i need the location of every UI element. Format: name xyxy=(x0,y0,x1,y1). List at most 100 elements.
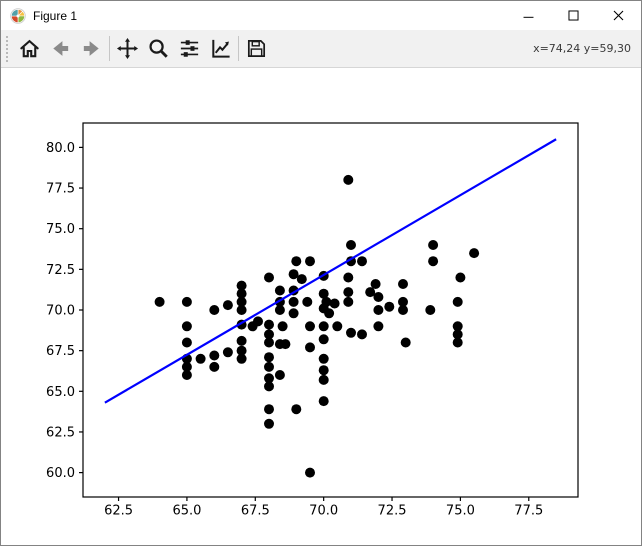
save-button[interactable] xyxy=(242,34,271,64)
scatter-point xyxy=(209,361,220,372)
forward-button[interactable] xyxy=(77,34,106,64)
edit-axes-button[interactable] xyxy=(206,34,235,64)
floppy-disk-icon xyxy=(247,39,266,58)
home-button[interactable] xyxy=(15,34,44,64)
scatter-point xyxy=(288,296,299,307)
matplotlib-logo-icon xyxy=(10,7,26,24)
pan-button[interactable] xyxy=(113,34,142,64)
x-tick-label: 65.0 xyxy=(172,504,201,519)
maximize-button[interactable] xyxy=(551,1,596,30)
regression-line xyxy=(104,138,557,404)
scatter-point xyxy=(264,337,274,348)
scatter-point xyxy=(365,287,376,298)
scatter-point xyxy=(452,329,463,340)
scatter-point xyxy=(181,337,192,348)
scatter-point xyxy=(329,298,340,309)
x-tick-label: 67.5 xyxy=(241,504,270,519)
y-tick-label: 62.5 xyxy=(46,425,75,440)
y-tick-label: 60.0 xyxy=(46,466,75,481)
scatter-point xyxy=(400,337,411,348)
scatter-point xyxy=(280,339,291,350)
scatter-point xyxy=(318,353,329,364)
scatter-point xyxy=(343,287,354,298)
scatter-point xyxy=(452,337,463,348)
scatter-point xyxy=(357,256,367,267)
configure-subplots-button[interactable] xyxy=(175,34,204,64)
scatter-point xyxy=(373,292,384,302)
scatter-point xyxy=(318,334,329,345)
x-tick-label: 70.0 xyxy=(309,504,338,519)
titlebar[interactable]: Figure 1 xyxy=(1,1,641,30)
scatter-point xyxy=(181,370,192,380)
plot-area[interactable]: 62.5 65.0 67.5 70.0 72.5 75.0 77.5 60.0 62.5 65.0… xyxy=(1,68,641,545)
toolbar-separator xyxy=(238,36,239,61)
scatter-point xyxy=(318,396,329,407)
scatter-point xyxy=(469,248,480,259)
scatter-point xyxy=(343,174,354,185)
scatter-point xyxy=(236,345,247,356)
scatter-point xyxy=(236,296,247,307)
y-tick-label: 72.5 xyxy=(46,263,75,278)
scatter-point xyxy=(274,285,285,296)
scatter-point xyxy=(222,300,233,311)
scatter-point xyxy=(452,321,463,332)
forward-arrow-icon xyxy=(83,41,99,56)
scatter-point xyxy=(291,404,302,415)
scatter-point xyxy=(398,279,408,289)
scatter-point xyxy=(302,296,313,307)
y-tick-label: 75.0 xyxy=(46,222,75,237)
scatter-point xyxy=(428,240,439,250)
scatter-point xyxy=(428,256,439,267)
scatter-point xyxy=(288,308,299,319)
scatter-point xyxy=(291,256,302,267)
y-tick-label: 80.0 xyxy=(46,141,75,156)
zoom-button[interactable] xyxy=(144,34,173,64)
scatter-point xyxy=(236,288,247,299)
minimize-button[interactable] xyxy=(506,1,551,30)
cursor-position-readout: x=74,24 y=59,30 xyxy=(533,42,631,55)
scatter-point xyxy=(209,350,220,361)
x-tick-label: 77.5 xyxy=(514,504,543,519)
scatter-point xyxy=(398,296,408,307)
scatter-point xyxy=(452,296,463,307)
scatter-point xyxy=(236,335,247,346)
maximize-icon xyxy=(568,10,579,21)
scatter-point xyxy=(195,353,206,364)
close-button[interactable] xyxy=(596,1,641,30)
scatter-point xyxy=(181,296,192,307)
scatter-point xyxy=(264,418,274,429)
scatter-point xyxy=(384,301,395,312)
sliders-icon xyxy=(180,40,199,57)
toolbar-buttons xyxy=(14,34,272,64)
magnifier-icon xyxy=(149,39,168,58)
scatter-point xyxy=(318,374,329,385)
x-tick-label: 72.5 xyxy=(378,504,407,519)
scatter-point xyxy=(264,352,274,363)
back-button[interactable] xyxy=(46,34,75,64)
close-icon xyxy=(613,10,624,21)
figure-canvas[interactable]: 62.5 65.0 67.5 70.0 72.5 75.0 77.5 60.0 62.5 65.0… xyxy=(1,68,641,545)
window-controls xyxy=(506,1,641,30)
scatter-point xyxy=(318,288,329,299)
scatter-point xyxy=(398,305,408,315)
scatter-point xyxy=(277,321,288,332)
scatter-point xyxy=(305,467,315,478)
scatter-point xyxy=(181,361,192,372)
scatter-point xyxy=(305,342,315,353)
scatter-point xyxy=(425,305,436,315)
window-title: Figure 1 xyxy=(33,8,78,23)
scatter-point xyxy=(324,308,335,319)
scatter-point xyxy=(154,296,165,307)
pan-arrows-icon xyxy=(116,37,139,60)
minimize-icon xyxy=(523,16,534,18)
scatter-point xyxy=(318,365,329,376)
scatter-point xyxy=(296,274,307,285)
scatter-point xyxy=(332,321,343,332)
scatter-point xyxy=(222,347,233,358)
scatter-point xyxy=(373,321,384,332)
scatter-point xyxy=(346,327,356,338)
scatter-point xyxy=(253,316,263,327)
toolbar-grip-handle[interactable] xyxy=(6,35,11,62)
scatter-point xyxy=(305,321,315,332)
